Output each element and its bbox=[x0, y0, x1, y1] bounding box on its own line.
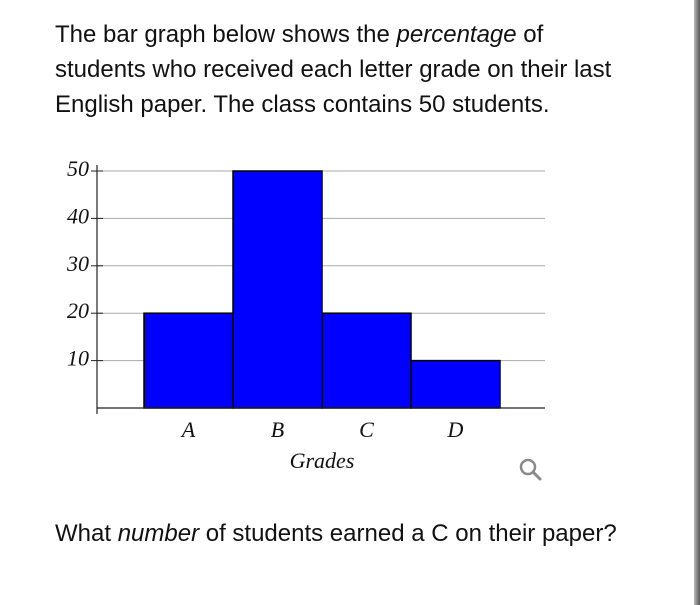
intro: The bar graph below shows the percentage… bbox=[55, 17, 640, 122]
y-tick-label: 40 bbox=[67, 203, 89, 228]
question: What number of students earned a C on th… bbox=[55, 516, 640, 551]
question-text: of students earned a C on their paper? bbox=[199, 520, 617, 547]
bar bbox=[410, 359, 501, 409]
x-tick-label: D bbox=[447, 417, 464, 442]
x-axis-label: Grades bbox=[290, 448, 355, 473]
bar bbox=[143, 312, 234, 409]
x-tick-label: B bbox=[271, 417, 284, 442]
x-tick-label: C bbox=[359, 417, 374, 442]
y-tick-label: 50 bbox=[67, 156, 89, 181]
chart: 10 20 30 40 50 A B C D Grades bbox=[66, 156, 545, 481]
y-tick-label: 30 bbox=[66, 251, 89, 276]
intro-text: of students who received each letter gra… bbox=[55, 21, 612, 118]
question-emphasis: number bbox=[117, 520, 200, 547]
search-icon bbox=[519, 458, 542, 481]
question-text: What bbox=[55, 520, 118, 547]
bar bbox=[232, 170, 323, 409]
y-tick-label: 20 bbox=[67, 298, 89, 323]
x-tick-label: A bbox=[180, 417, 196, 442]
intro-emphasis: percentage bbox=[396, 21, 517, 48]
bar bbox=[321, 312, 412, 409]
intro-text: The bar graph below shows the bbox=[55, 21, 397, 48]
window-edge bbox=[694, 0, 700, 605]
y-tick-label: 10 bbox=[67, 346, 89, 371]
